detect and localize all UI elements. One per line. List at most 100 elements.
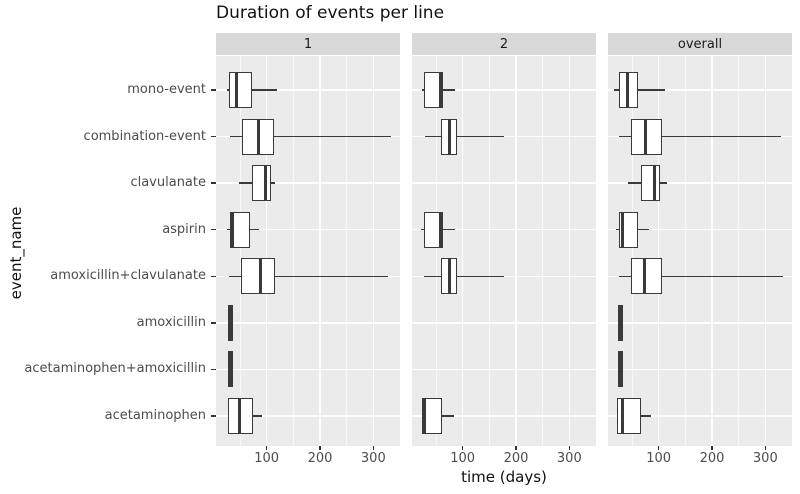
boxplot-median-line bbox=[438, 72, 442, 108]
boxplot-median-line bbox=[258, 258, 262, 295]
boxplot-whisker-upper bbox=[250, 228, 259, 231]
boxplot-whisker-upper bbox=[251, 89, 278, 91]
gridline-major-vertical bbox=[265, 56, 268, 446]
boxplot-whisker-lower bbox=[425, 135, 441, 138]
y-axis-label: mono-event bbox=[127, 82, 206, 97]
boxplot-median-line bbox=[235, 72, 239, 108]
y-tick-mark bbox=[211, 135, 216, 138]
gridline-major-horizontal bbox=[608, 368, 792, 371]
boxplot-median-line bbox=[447, 118, 451, 155]
x-tick-label: 200 bbox=[307, 451, 333, 466]
boxplot-whisker-upper bbox=[637, 228, 649, 231]
gridline-major-horizontal bbox=[608, 415, 792, 417]
gridline-minor-vertical bbox=[684, 56, 686, 446]
gridline-major-horizontal bbox=[412, 415, 596, 417]
gridline-major-vertical bbox=[657, 56, 660, 446]
y-tick-mark bbox=[211, 415, 216, 417]
boxplot-degenerate-bar bbox=[228, 351, 234, 388]
boxplot-box bbox=[422, 397, 442, 434]
boxplot-box bbox=[229, 211, 251, 248]
x-tick-label: 300 bbox=[360, 451, 386, 466]
plot-title: Duration of events per line bbox=[216, 3, 445, 23]
x-tick-label: 100 bbox=[450, 451, 476, 466]
y-axis-label: clavulanate bbox=[130, 175, 206, 191]
gridline-major-horizontal bbox=[216, 415, 400, 417]
y-axis-label: aspirin bbox=[162, 221, 206, 237]
boxplot-median-line bbox=[237, 397, 241, 434]
gridline-major-horizontal bbox=[412, 89, 596, 91]
facet-panel-2 bbox=[412, 56, 596, 446]
boxplot-whisker-upper bbox=[456, 275, 505, 278]
boxplot-degenerate-bar bbox=[618, 304, 624, 341]
facet-strip-label: overall bbox=[677, 36, 723, 52]
gridline-minor-vertical bbox=[738, 56, 740, 446]
y-tick-mark bbox=[211, 89, 216, 91]
boxplot-box bbox=[423, 72, 443, 108]
gridline-minor-vertical bbox=[435, 56, 437, 446]
boxplot-whisker-upper bbox=[660, 182, 668, 184]
gridline-minor-vertical bbox=[488, 56, 490, 446]
gridline-major-horizontal bbox=[216, 229, 400, 231]
x-tick-label: 200 bbox=[503, 451, 529, 466]
boxplot-box bbox=[251, 165, 272, 202]
boxplot-whisker-lower bbox=[619, 135, 631, 138]
gridline-minor-vertical bbox=[595, 56, 596, 446]
boxplot-whisker-lower bbox=[229, 135, 243, 138]
boxplot-whisker-upper bbox=[252, 415, 262, 417]
boxplot-whisker-lower bbox=[619, 275, 631, 278]
gridline-minor-vertical bbox=[346, 56, 348, 446]
boxplot-median-line bbox=[620, 397, 624, 434]
facet-strip-1: 1 bbox=[216, 33, 400, 55]
x-tick-mark bbox=[711, 446, 713, 450]
y-axis-title: event_name bbox=[7, 206, 25, 300]
boxplot-whisker-upper bbox=[274, 275, 388, 278]
boxplot-median-line bbox=[438, 211, 442, 248]
gridline-major-horizontal bbox=[216, 322, 400, 324]
boxplot-degenerate-bar bbox=[227, 304, 233, 341]
x-tick-mark bbox=[319, 446, 321, 450]
gridline-major-horizontal bbox=[608, 229, 792, 231]
boxplot-whisker-lower bbox=[421, 228, 424, 231]
gridline-major-horizontal bbox=[608, 182, 792, 184]
gridline-minor-vertical bbox=[791, 56, 792, 446]
x-tick-mark bbox=[568, 446, 571, 450]
boxplot-median-line bbox=[625, 72, 629, 108]
boxplot-whisker-lower bbox=[424, 275, 441, 278]
x-tick-label: 100 bbox=[646, 451, 672, 466]
boxplot-median-line bbox=[448, 258, 452, 295]
y-axis-label: combination-event bbox=[83, 128, 206, 144]
y-tick-mark bbox=[211, 275, 216, 278]
boxplot-whisker-lower bbox=[229, 275, 242, 278]
y-tick-mark bbox=[211, 368, 216, 371]
gridline-major-horizontal bbox=[216, 368, 400, 371]
x-tick-label: 300 bbox=[556, 451, 582, 466]
x-tick-mark bbox=[515, 446, 517, 450]
gridline-major-horizontal bbox=[216, 89, 400, 91]
gridline-major-horizontal bbox=[412, 368, 596, 371]
boxplot-whisker-lower bbox=[628, 182, 642, 184]
boxplot-median-line bbox=[257, 118, 261, 155]
facet-strip-overall: overall bbox=[608, 33, 792, 55]
facet-strip-label: 2 bbox=[499, 36, 509, 52]
gridline-major-horizontal bbox=[608, 322, 792, 324]
boxplot-box bbox=[241, 258, 275, 295]
facet-panel-overall bbox=[608, 56, 792, 446]
gridline-major-vertical bbox=[372, 56, 375, 446]
boxplot-whisker-lower bbox=[613, 89, 619, 91]
y-tick-mark bbox=[211, 228, 216, 231]
x-tick-mark bbox=[764, 446, 767, 450]
gridline-minor-vertical bbox=[292, 56, 294, 446]
boxplot-degenerate-bar bbox=[618, 351, 624, 388]
boxplot-box bbox=[423, 211, 443, 248]
x-tick-mark bbox=[657, 446, 660, 450]
boxplot-whisker-upper bbox=[274, 135, 392, 138]
gridline-major-vertical bbox=[319, 56, 321, 446]
gridline-major-vertical bbox=[711, 56, 713, 446]
boxplot-whisker-upper bbox=[662, 275, 783, 278]
x-axis-title: time (days) bbox=[461, 468, 547, 486]
boxplot-box bbox=[630, 258, 663, 295]
gridline-minor-vertical bbox=[399, 56, 400, 446]
boxplot-median-line bbox=[620, 211, 624, 248]
boxplot-whisker-upper bbox=[662, 135, 781, 138]
